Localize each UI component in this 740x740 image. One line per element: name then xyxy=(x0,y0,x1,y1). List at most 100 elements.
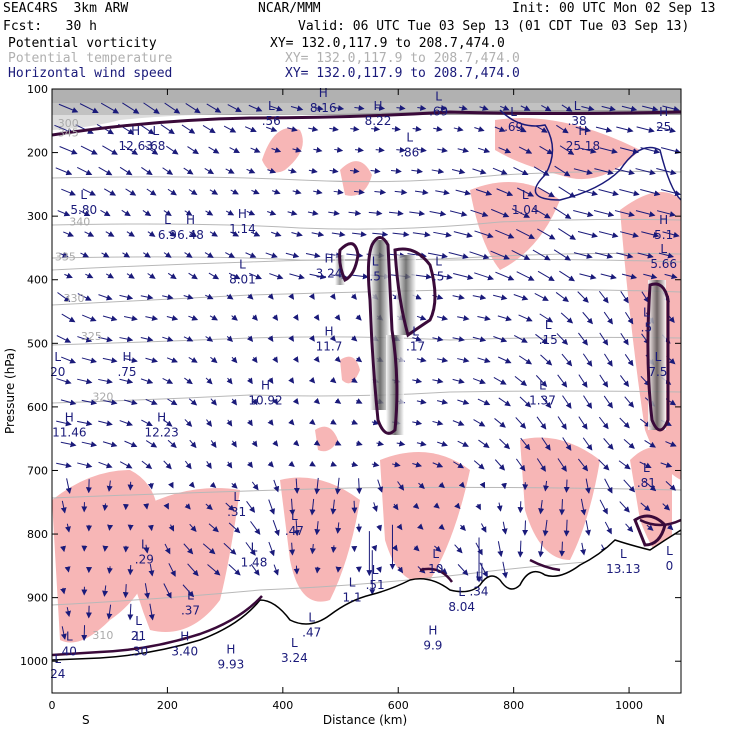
wind-arrow xyxy=(64,272,73,279)
wind-arrow xyxy=(313,146,323,153)
model-label: SEAC4RS 3km ARW xyxy=(3,1,129,16)
wind-arrow xyxy=(267,377,274,384)
wind-arrow xyxy=(189,230,197,237)
wind-arrow xyxy=(351,419,359,425)
wind-arrow xyxy=(392,231,410,238)
wind-arrow xyxy=(573,252,593,259)
wind-arrow xyxy=(140,294,154,301)
extremum-marker: H xyxy=(180,630,189,644)
wind-arrow xyxy=(374,189,387,196)
wind-arrow xyxy=(594,168,614,176)
wind-arrow xyxy=(246,167,256,174)
wind-arrow xyxy=(555,292,569,302)
wind-arrow xyxy=(183,293,194,300)
extremum-marker: L xyxy=(164,213,171,227)
wind-arrow xyxy=(272,520,280,537)
wind-arrow xyxy=(472,336,487,343)
wind-arrow xyxy=(81,441,98,448)
wind-arrow xyxy=(537,228,556,240)
wind-arrow xyxy=(436,315,449,321)
wind-arrow xyxy=(167,188,177,196)
wind-arrow xyxy=(229,147,240,154)
wind-arrow xyxy=(438,523,445,530)
wind-arrow xyxy=(226,419,233,427)
wind-arrow xyxy=(616,126,634,133)
field-pv-xy: XY= 132.0,117.9 to 208.7,474.0 xyxy=(270,36,505,51)
wind-arrow xyxy=(479,481,486,489)
wind-arrow xyxy=(537,270,555,282)
wind-arrow xyxy=(478,439,490,449)
extremum-value: .75 xyxy=(117,365,136,379)
wind-arrow xyxy=(184,503,191,510)
wind-arrow xyxy=(515,458,526,472)
wind-arrow xyxy=(429,210,447,217)
wind-arrow xyxy=(313,356,320,363)
y-tick-label: 800 xyxy=(27,528,48,541)
wind-arrow xyxy=(536,458,546,472)
wind-arrow xyxy=(619,189,640,197)
wind-arrow xyxy=(636,126,655,133)
wind-arrow xyxy=(394,189,408,196)
wind-arrow xyxy=(76,167,93,176)
wind-arrow xyxy=(288,293,295,300)
wind-contour-jet xyxy=(499,109,681,201)
wind-arrow xyxy=(451,168,466,175)
wind-arrow xyxy=(250,147,261,153)
plot-frame xyxy=(51,88,682,694)
wind-arrow xyxy=(119,461,133,469)
wind-arrow xyxy=(226,461,233,469)
wind-arrow xyxy=(618,460,631,470)
wind-arrow xyxy=(119,336,134,343)
extremum-marker: L xyxy=(372,255,379,269)
wind-arrow xyxy=(418,482,425,490)
y-tick-label: 900 xyxy=(27,592,48,605)
wind-arrow xyxy=(189,523,197,532)
wind-arrow xyxy=(309,418,316,426)
wind-arrow xyxy=(519,396,532,408)
wind-arrow xyxy=(226,293,234,300)
extremum-value: .38 xyxy=(568,114,587,128)
wind-arrow xyxy=(329,335,336,342)
extremum-marker: H xyxy=(324,251,333,265)
wind-arrow xyxy=(289,498,296,516)
extremum-value: 21 xyxy=(131,629,146,643)
wind-arrow xyxy=(534,293,549,301)
wind-arrow xyxy=(98,336,113,343)
extremum-marker: L xyxy=(435,89,442,103)
extremum-value: .5 xyxy=(369,270,380,284)
wind-arrow xyxy=(540,354,553,366)
x-tick-label: 1000 xyxy=(615,699,643,712)
wind-arrow xyxy=(554,165,571,177)
wind-arrow xyxy=(269,105,283,112)
wind-arrow xyxy=(457,440,469,447)
wind-arrow xyxy=(433,502,440,509)
wind-arrow xyxy=(417,104,427,111)
wind-arrow xyxy=(616,252,634,259)
extremum-marker: L xyxy=(233,490,240,504)
wind-arrow xyxy=(126,272,135,279)
wind-arrow xyxy=(251,356,258,364)
wind-arrow xyxy=(121,209,131,217)
extremum-value: .34 xyxy=(469,584,488,598)
wind-arrow xyxy=(81,357,97,364)
wind-arrow xyxy=(98,294,113,301)
wind-arrow xyxy=(348,210,362,217)
wind-arrow xyxy=(412,461,423,468)
wind-arrow xyxy=(226,335,234,343)
wind-arrow xyxy=(228,564,241,576)
y-tick-label: 200 xyxy=(27,147,48,160)
wind-arrow xyxy=(431,168,445,175)
fcst-label: Fcst: 30 h xyxy=(3,19,97,34)
field-wind-name: Horizontal wind speed xyxy=(8,66,173,81)
wind-arrow xyxy=(556,333,569,346)
wind-arrow xyxy=(60,500,67,514)
wind-arrow xyxy=(209,481,217,489)
wind-arrow xyxy=(598,290,609,304)
wind-arrow xyxy=(452,294,465,301)
wind-arrow xyxy=(77,462,93,469)
wind-arrow xyxy=(517,187,535,197)
extremum-marker: H xyxy=(659,105,668,119)
wind-arrow xyxy=(273,564,279,576)
wind-arrow xyxy=(598,416,609,430)
wind-arrow xyxy=(535,125,548,133)
